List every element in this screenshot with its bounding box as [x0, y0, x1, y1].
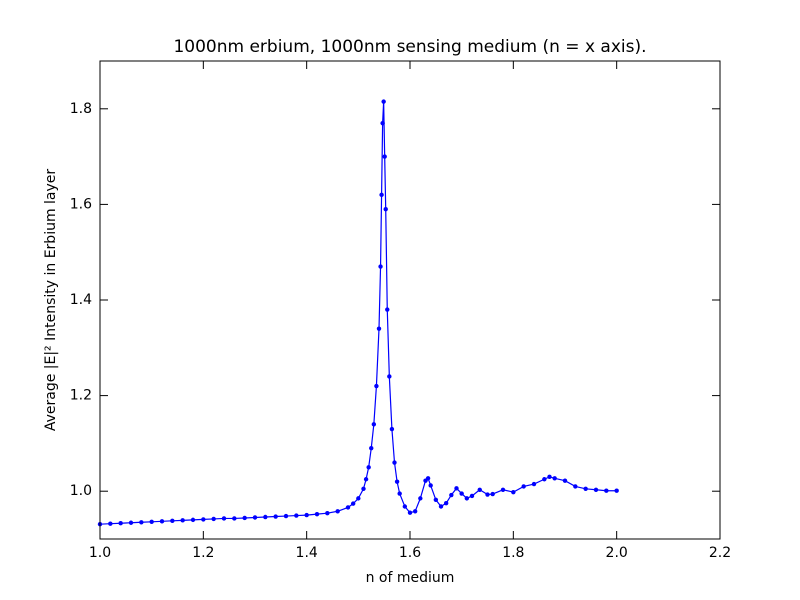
- data-point: [345, 505, 351, 510]
- data-point: [381, 99, 386, 104]
- chart-title: 1000nm erbium, 1000nm sensing medium (n …: [173, 37, 646, 57]
- data-point: [294, 513, 299, 518]
- data-point: [542, 477, 547, 482]
- data-point: [369, 445, 374, 451]
- data-point: [108, 521, 113, 526]
- x-tick-label: 1.0: [89, 545, 111, 561]
- data-point: [221, 516, 227, 521]
- data-point: [454, 486, 459, 491]
- x-tick-label: 1.4: [296, 545, 318, 561]
- data-point: [366, 465, 371, 470]
- data-point: [593, 487, 599, 492]
- data-point: [242, 515, 247, 521]
- data-point: [118, 521, 123, 526]
- data-point: [363, 477, 369, 482]
- data-point: [477, 487, 482, 492]
- x-tick-label: 2.0: [606, 545, 628, 561]
- data-point: [583, 486, 588, 492]
- data-point: [425, 476, 431, 481]
- data-point: [378, 264, 383, 269]
- data-point: [385, 307, 390, 312]
- data-point: [371, 422, 377, 427]
- data-point: [511, 489, 516, 495]
- x-tick-label: 1.8: [502, 545, 524, 561]
- data-point: [392, 460, 397, 465]
- data-point: [490, 491, 495, 497]
- data-point: [428, 483, 433, 488]
- data-point: [412, 509, 418, 514]
- data-point: [159, 519, 165, 524]
- data-point: [614, 488, 619, 493]
- data-point: [128, 520, 134, 525]
- data-point: [304, 512, 309, 518]
- data-point: [433, 497, 439, 503]
- data-point: [500, 487, 506, 492]
- data-point: [547, 474, 552, 480]
- x-tick-label: 1.6: [399, 545, 421, 561]
- data-point: [361, 486, 366, 492]
- data-point: [374, 383, 379, 389]
- data-point: [389, 426, 395, 432]
- x-tick-label: 1.2: [192, 545, 214, 561]
- data-point: [379, 192, 384, 198]
- y-axis-label: Average |E|² Intensity in Erbium layer: [43, 169, 59, 432]
- data-point: [521, 484, 526, 489]
- data-point: [190, 517, 196, 523]
- data-point: [552, 476, 557, 481]
- data-point: [273, 514, 278, 519]
- plot-frame: [99, 60, 721, 540]
- data-point: [485, 492, 490, 497]
- data-point: [573, 484, 578, 489]
- data-point: [387, 374, 392, 379]
- data-point: [325, 510, 330, 516]
- data-point: [443, 500, 449, 506]
- data-point: [252, 515, 258, 520]
- data-point: [314, 511, 320, 517]
- data-point: [562, 478, 568, 483]
- data-point: [407, 510, 413, 515]
- data-point: [438, 504, 444, 509]
- data-point: [356, 496, 361, 501]
- y-tick-label: 1.2: [70, 388, 92, 404]
- data-point: [418, 496, 423, 501]
- data-point: [604, 488, 609, 493]
- x-axis-label: n of medium: [366, 570, 455, 586]
- data-point: [170, 518, 175, 524]
- y-tick-label: 1.6: [70, 196, 92, 212]
- data-point: [232, 516, 237, 521]
- data-point: [531, 481, 537, 487]
- data-point: [382, 154, 387, 159]
- data-point: [464, 496, 470, 501]
- data-point: [211, 516, 216, 522]
- data-point: [376, 326, 382, 331]
- data-point: [201, 517, 206, 522]
- data-point: [263, 514, 268, 520]
- data-point: [383, 206, 388, 212]
- data-point: [469, 493, 475, 499]
- data-point: [380, 120, 385, 126]
- data-point: [180, 518, 185, 523]
- y-tick-label: 1.0: [70, 483, 92, 499]
- data-point: [335, 509, 340, 514]
- data-point: [459, 491, 464, 496]
- data-point: [283, 513, 289, 519]
- x-tick-label: 2.2: [709, 545, 731, 561]
- y-tick-label: 1.4: [70, 292, 92, 308]
- data-point: [449, 492, 454, 498]
- data-point: [402, 504, 408, 509]
- data-point: [397, 491, 402, 496]
- data-point: [149, 519, 154, 524]
- y-tick-label: 1.8: [70, 101, 92, 117]
- data-point: [394, 479, 400, 484]
- data-point: [139, 520, 144, 525]
- data-point: [350, 501, 356, 506]
